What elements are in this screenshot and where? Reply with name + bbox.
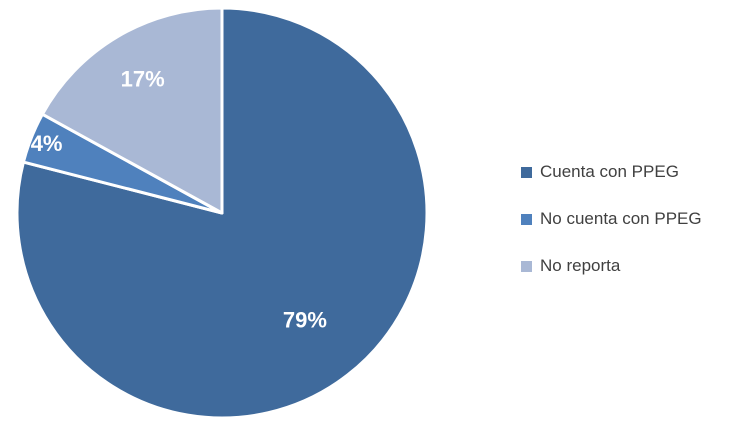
legend-swatch-no-reporta	[521, 260, 532, 272]
data-label-cuenta-con-ppeg: 79%	[283, 307, 327, 332]
data-label-no-cuenta-con-ppeg: 4%	[31, 131, 63, 156]
pie-slice-no-reporta	[40, 6, 224, 215]
legend-item-cuenta-con-ppeg: Cuenta con PPEG	[521, 160, 702, 184]
legend-item-no-reporta: No reporta	[521, 254, 702, 278]
legend-label-cuenta-con-ppeg: Cuenta con PPEG	[540, 162, 679, 181]
legend-label-no-reporta: No reporta	[540, 256, 621, 275]
legend-swatch-no-cuenta-con-ppeg	[521, 213, 532, 225]
legend-swatch-cuenta-con-ppeg	[521, 166, 532, 178]
legend-label-no-cuenta-con-ppeg: No cuenta con PPEG	[540, 209, 702, 228]
legend-item-no-cuenta-con-ppeg: No cuenta con PPEG	[521, 207, 702, 231]
data-label-no-reporta: 17%	[121, 66, 165, 91]
chart-legend: Cuenta con PPEG No cuenta con PPEG No re…	[521, 160, 702, 301]
